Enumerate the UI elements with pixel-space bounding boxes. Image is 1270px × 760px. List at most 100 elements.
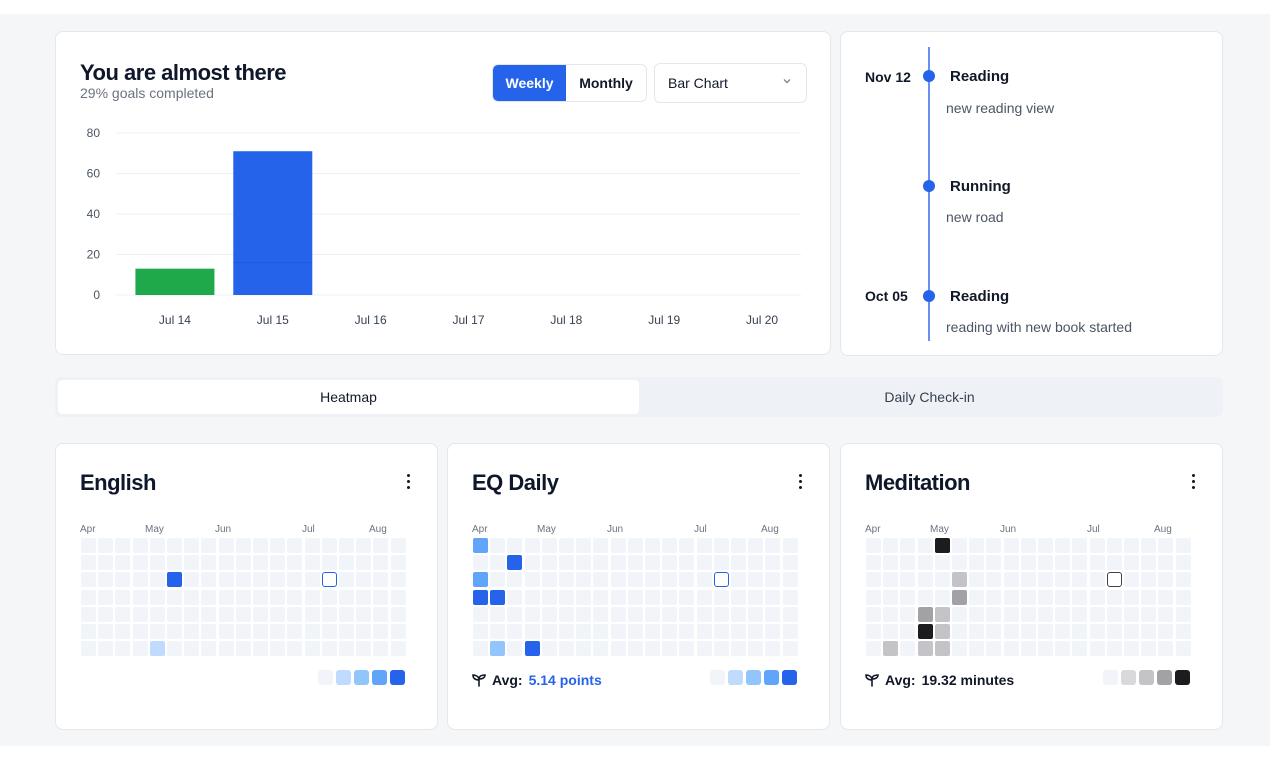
heatmap-cell[interactable] xyxy=(304,624,320,639)
heatmap-cell[interactable] xyxy=(1038,606,1053,622)
heatmap-cell[interactable] xyxy=(731,538,746,553)
heatmap-cell[interactable] xyxy=(662,606,678,622)
heatmap-cell[interactable] xyxy=(883,555,899,571)
heatmap-cell[interactable] xyxy=(304,589,320,605)
heatmap-cell[interactable] xyxy=(952,572,967,588)
heatmap-cell[interactable] xyxy=(287,555,303,571)
heatmap-cell[interactable] xyxy=(765,538,781,553)
heatmap-cell[interactable] xyxy=(270,641,286,657)
heatmap-cell[interactable] xyxy=(713,641,729,657)
heatmap-cell[interactable] xyxy=(952,589,967,605)
heatmap-cell[interactable] xyxy=(1072,572,1088,588)
heatmap-cell[interactable] xyxy=(235,606,251,622)
heatmap-cell[interactable] xyxy=(115,538,131,553)
heatmap-cell[interactable] xyxy=(748,589,764,605)
heatmap-cell[interactable] xyxy=(167,572,182,588)
heatmap-cell[interactable] xyxy=(1089,538,1105,553)
heatmap-cell[interactable] xyxy=(201,624,217,639)
heatmap-cell[interactable] xyxy=(559,555,574,571)
heatmap-cell[interactable] xyxy=(696,572,712,588)
heatmap-cell[interactable] xyxy=(1175,641,1191,657)
heatmap-cell[interactable] xyxy=(339,572,354,588)
heatmap-cell[interactable] xyxy=(696,589,712,605)
heatmap-cell[interactable] xyxy=(149,589,165,605)
heatmap-cell[interactable] xyxy=(1003,538,1019,553)
heatmap-cell[interactable] xyxy=(218,624,234,639)
heatmap-cell[interactable] xyxy=(765,641,781,657)
heatmap-cell[interactable] xyxy=(541,572,557,588)
heatmap-cell[interactable] xyxy=(235,624,251,639)
heatmap-cell[interactable] xyxy=(1141,572,1157,588)
heatmap-cell[interactable] xyxy=(253,538,268,553)
heatmap-cell[interactable] xyxy=(1106,555,1122,571)
heatmap-cell[interactable] xyxy=(1124,606,1139,622)
heatmap-cell[interactable] xyxy=(969,641,985,657)
heatmap-cell[interactable] xyxy=(782,606,798,622)
heatmap-cell[interactable] xyxy=(593,624,609,639)
heatmap-cell[interactable] xyxy=(696,641,712,657)
heatmap-cell[interactable] xyxy=(1055,624,1071,639)
heatmap-cell[interactable] xyxy=(356,624,372,639)
heatmap-cell[interactable] xyxy=(748,572,764,588)
heatmap-cell[interactable] xyxy=(576,606,592,622)
heatmap-cell[interactable] xyxy=(934,572,950,588)
heatmap-cell[interactable] xyxy=(507,641,523,657)
heatmap-cell[interactable] xyxy=(321,606,337,622)
heatmap-cell[interactable] xyxy=(866,624,881,639)
heatmap-cell[interactable] xyxy=(900,624,916,639)
heatmap-cell[interactable] xyxy=(696,538,712,553)
heatmap-cell[interactable] xyxy=(969,589,985,605)
heatmap-cell[interactable] xyxy=(235,589,251,605)
heatmap-cell[interactable] xyxy=(541,624,557,639)
heatmap-cell[interactable] xyxy=(1158,555,1174,571)
heatmap-cell[interactable] xyxy=(218,538,234,553)
heatmap-cell[interactable] xyxy=(98,555,114,571)
heatmap-cell[interactable] xyxy=(713,555,729,571)
heatmap-cell[interactable] xyxy=(167,624,182,639)
heatmap-cell[interactable] xyxy=(507,624,523,639)
heatmap-cell[interactable] xyxy=(593,572,609,588)
heatmap-cell[interactable] xyxy=(917,624,933,639)
heatmap-cell[interactable] xyxy=(731,555,746,571)
heatmap-cell[interactable] xyxy=(541,641,557,657)
heatmap-cell[interactable] xyxy=(917,589,933,605)
heatmap-cell[interactable] xyxy=(167,555,182,571)
heatmap-cell[interactable] xyxy=(662,624,678,639)
heatmap-cell[interactable] xyxy=(1038,538,1053,553)
heatmap-cell[interactable] xyxy=(270,589,286,605)
heatmap-cell[interactable] xyxy=(679,589,695,605)
heatmap-cell[interactable] xyxy=(287,538,303,553)
heatmap-cell[interactable] xyxy=(287,589,303,605)
heatmap-cell[interactable] xyxy=(1089,624,1105,639)
heatmap-cell[interactable] xyxy=(883,641,899,657)
heatmap-cell[interactable] xyxy=(883,572,899,588)
heatmap-cell[interactable] xyxy=(1038,589,1053,605)
monthly-button[interactable]: Monthly xyxy=(579,75,633,91)
heatmap-cell[interactable] xyxy=(645,589,660,605)
heatmap-cell[interactable] xyxy=(132,589,148,605)
heatmap-cell[interactable] xyxy=(253,589,268,605)
heatmap-cell[interactable] xyxy=(713,606,729,622)
heatmap-cell[interactable] xyxy=(390,606,406,622)
heatmap-cell[interactable] xyxy=(1020,624,1036,639)
heatmap-cell[interactable] xyxy=(541,555,557,571)
heatmap-cell[interactable] xyxy=(645,641,660,657)
heatmap-cell[interactable] xyxy=(1055,641,1071,657)
heatmap-cell[interactable] xyxy=(507,572,523,588)
heatmap-cell[interactable] xyxy=(610,555,626,571)
heatmap-cell[interactable] xyxy=(986,572,1002,588)
heatmap-cell[interactable] xyxy=(679,606,695,622)
heatmap-cell[interactable] xyxy=(490,641,506,657)
heatmap-cell[interactable] xyxy=(339,606,354,622)
heatmap-cell[interactable] xyxy=(679,624,695,639)
heatmap-cell[interactable] xyxy=(986,624,1002,639)
heatmap-cell[interactable] xyxy=(713,589,729,605)
heatmap-cell[interactable] xyxy=(1020,538,1036,553)
heatmap-cell[interactable] xyxy=(662,572,678,588)
heatmap-cell[interactable] xyxy=(390,555,406,571)
heatmap-cell[interactable] xyxy=(610,641,626,657)
heatmap-cell[interactable] xyxy=(149,538,165,553)
heatmap-cell[interactable] xyxy=(473,589,488,605)
heatmap-cell[interactable] xyxy=(952,606,967,622)
heatmap-cell[interactable] xyxy=(184,641,200,657)
